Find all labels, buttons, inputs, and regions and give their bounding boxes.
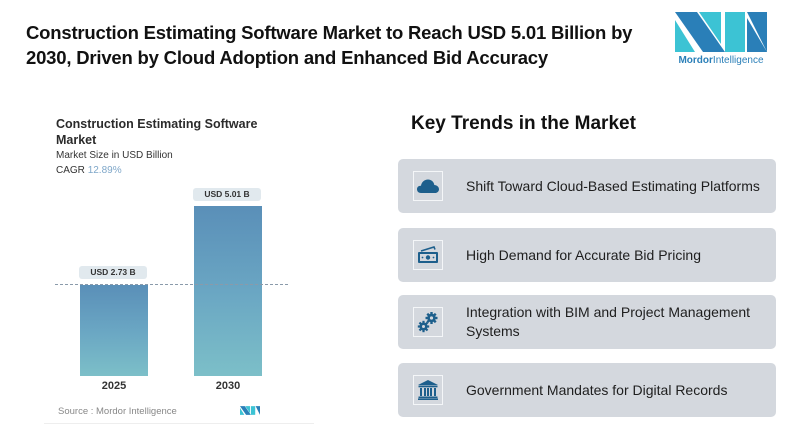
trend-card-cloud: Shift Toward Cloud-Based Estimating Plat… xyxy=(398,159,776,213)
x-tick-2030: 2030 xyxy=(215,380,241,392)
cagr-annotation: CAGR 12.89% xyxy=(56,165,122,176)
mordor-intelligence-logo-icon xyxy=(675,12,767,52)
gears-icon xyxy=(413,307,443,337)
cloud-icon xyxy=(413,171,443,201)
trend-card-bim-integration: Integration with BIM and Project Managem… xyxy=(398,295,776,349)
bar-label-2025: USD 2.73 B xyxy=(79,266,147,279)
government-building-icon xyxy=(413,375,443,405)
trend-label: Integration with BIM and Project Managem… xyxy=(466,304,751,339)
cagr-label: CAGR xyxy=(56,165,85,176)
bar-label-2030: USD 5.01 B xyxy=(193,188,261,201)
cagr-value: 12.89% xyxy=(87,165,122,176)
trend-label: High Demand for Accurate Bid Pricing xyxy=(466,246,701,263)
trends-heading: Key Trends in the Market xyxy=(411,113,636,134)
trend-card-government-mandates: Government Mandates for Digital Records xyxy=(398,363,776,417)
chart-source: Source : Mordor Intelligence xyxy=(58,406,177,417)
chart-divider xyxy=(44,423,314,424)
bar-2025 xyxy=(80,285,148,376)
brand-name-bold: Mordor xyxy=(678,55,713,66)
trend-label: Government Mandates for Digital Records xyxy=(466,381,728,398)
brand-logo: MordorIntelligence xyxy=(666,12,776,72)
money-icon xyxy=(413,240,443,270)
brand-name-light: Intelligence xyxy=(712,55,764,66)
chart-subtitle: Market Size in USD Billion xyxy=(56,150,173,161)
trend-label: Shift Toward Cloud-Based Estimating Plat… xyxy=(466,177,760,194)
page-title: Construction Estimating Software Market … xyxy=(26,22,633,68)
chart-title: Construction Estimating Software Market xyxy=(56,117,258,147)
brand-name: MordorIntelligence xyxy=(666,55,776,66)
x-tick-2025: 2025 xyxy=(101,380,127,392)
reference-dashed-line xyxy=(55,284,288,285)
mordor-mini-logo-icon xyxy=(240,406,260,415)
trend-card-bid-pricing: High Demand for Accurate Bid Pricing xyxy=(398,228,776,282)
bar-2030 xyxy=(194,206,262,376)
